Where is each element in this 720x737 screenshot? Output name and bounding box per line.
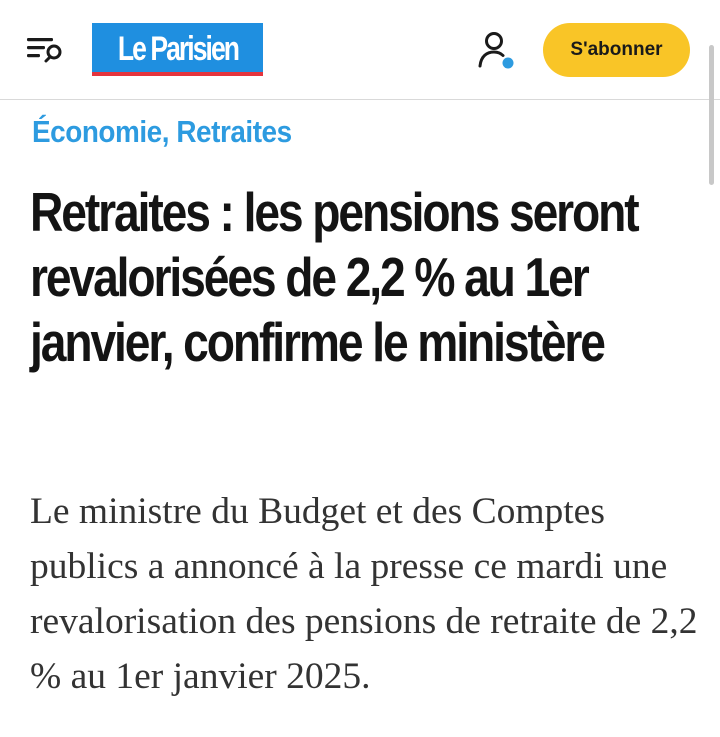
user-account-icon	[478, 32, 514, 69]
menu-search-button[interactable]	[22, 30, 68, 66]
site-header: Le Parisien S'abonner	[0, 0, 720, 100]
scrollbar[interactable]	[709, 45, 714, 185]
account-button[interactable]	[472, 28, 520, 74]
menu-search-icon	[27, 38, 62, 63]
subscribe-button[interactable]: S'abonner	[543, 23, 690, 77]
site-logo[interactable]: Le Parisien	[92, 23, 263, 76]
article-lead: Le ministre du Budget et des Comptes pub…	[30, 491, 698, 697]
article-title: Retraites : les pensions seront revalori…	[30, 181, 640, 373]
logo-text: Le Parisien	[117, 29, 239, 68]
article-category[interactable]: Économie, Retraites	[32, 114, 292, 149]
